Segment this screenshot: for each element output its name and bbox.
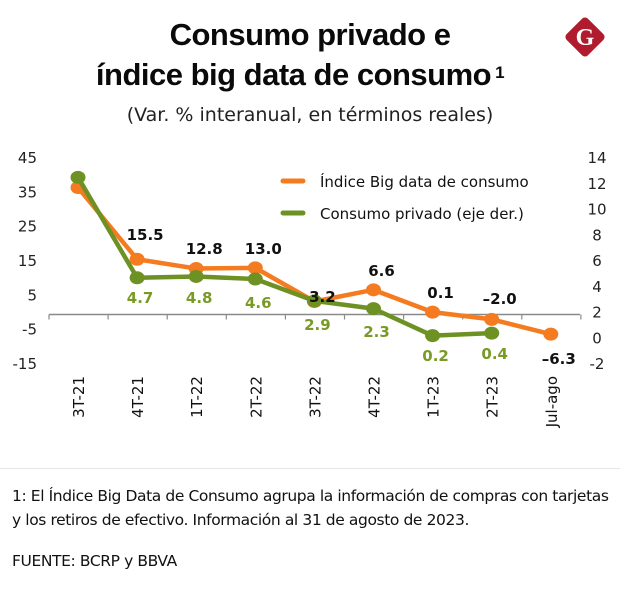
data-point-big-data-index — [247, 261, 263, 275]
line-chart: 45 35 25 15 5 -5 -15 14 12 10 8 6 4 2 0 -2 3T-21 4T-21 1… — [13, 149, 607, 428]
right-axis-tick-label: 10 — [587, 201, 606, 219]
logo-letter: G — [576, 25, 595, 51]
x-axis-category-label: 3T-21 — [70, 376, 88, 418]
series-line-private-consumption — [76, 176, 492, 338]
chart-title-line-1: Consumo privado e — [169, 17, 451, 52]
data-point-private-consumption — [247, 272, 263, 286]
data-label-private-consumption: 2.3 — [363, 323, 390, 341]
data-label-private-consumption: 0.4 — [481, 345, 508, 363]
left-axis-tick-label: 25 — [18, 218, 37, 236]
right-axis-tick-label: 6 — [592, 252, 602, 270]
data-label-big-data-index: –2.0 — [483, 290, 517, 308]
chart-subtitle: (Var. % interanual, en términos reales) — [126, 104, 494, 126]
series-group — [70, 170, 559, 343]
data-label-big-data-index: 13.0 — [245, 240, 282, 258]
data-point-big-data-index — [543, 327, 559, 341]
chart-title-text: índice big data de consumo — [95, 57, 492, 92]
left-axis-tick-label: -5 — [22, 321, 37, 339]
right-axis-tick-label: 8 — [592, 226, 602, 244]
x-axis-category-label: 1T-22 — [188, 376, 206, 418]
data-point-big-data-index — [366, 283, 381, 297]
data-label-big-data-index: 3.2 — [309, 288, 336, 306]
data-label-big-data-index: –6.3 — [542, 350, 576, 368]
data-label-private-consumption: 4.8 — [186, 289, 213, 307]
right-axis-tick-label: 0 — [592, 329, 602, 347]
x-axis-category-label: 2T-22 — [247, 376, 265, 418]
x-axis-category-label: 2T-23 — [484, 376, 502, 418]
data-label-private-consumption: 4.7 — [127, 289, 154, 307]
footer-divider — [0, 468, 620, 469]
x-axis-category-label: 3T-22 — [306, 376, 324, 418]
data-point-private-consumption — [129, 271, 145, 285]
g-diamond-logo-icon: G — [565, 17, 605, 57]
data-point-private-consumption — [188, 269, 204, 283]
x-axis-category-label: 1T-23 — [425, 376, 443, 418]
left-axis-tick-label: 35 — [18, 183, 37, 201]
data-label-private-consumption: 2.9 — [304, 316, 331, 334]
data-point-big-data-index — [425, 305, 441, 319]
data-label-big-data-index: 15.5 — [127, 226, 164, 244]
x-axis: 3T-21 4T-21 1T-22 2T-22 3T-22 4T-22 1T-23 2T-23… — [48, 313, 582, 428]
right-axis-tick-label: -2 — [590, 355, 605, 373]
left-y-axis: 45 35 25 15 5 -5 -15 — [13, 149, 38, 373]
data-point-big-data-index — [129, 252, 145, 266]
legend-label: Consumo privado (eje der.) — [320, 205, 524, 223]
x-axis-category-label: Jul-ago — [543, 376, 561, 428]
left-axis-tick-label: 5 — [27, 286, 37, 304]
footnote: 1: El Índice Big Data de Consumo agrupa … — [12, 487, 609, 529]
right-axis-tick-label: 2 — [592, 304, 602, 322]
source-note: FUENTE: BCRP y BBVA — [12, 552, 177, 570]
left-axis-tick-label: 45 — [18, 149, 37, 167]
data-labels: 15.5 12.8 13.0 3.2 6.6 0.1 –2.0 –6.3 4.7 4.8 4.6 2.… — [127, 226, 576, 368]
title-footnote-mark: 1 — [495, 63, 505, 82]
data-point-private-consumption — [425, 329, 441, 343]
legend-label: Índice Big data de consumo — [320, 172, 529, 191]
data-point-private-consumption — [366, 302, 381, 316]
legend: Índice Big data de consumo Consumo privad… — [280, 172, 529, 223]
right-y-axis: 14 12 10 8 6 4 2 0 -2 — [587, 149, 606, 373]
data-label-private-consumption: 4.6 — [245, 294, 272, 312]
data-point-private-consumption — [70, 170, 86, 184]
left-axis-tick-label: -15 — [13, 355, 38, 373]
data-point-private-consumption — [484, 326, 500, 340]
right-axis-tick-label: 12 — [587, 175, 606, 193]
x-axis-category-label: 4T-21 — [129, 376, 147, 418]
data-point-private-consumption — [306, 294, 322, 308]
data-label-big-data-index: 0.1 — [427, 284, 454, 302]
data-point-big-data-index — [484, 312, 500, 326]
data-label-big-data-index: 12.8 — [186, 240, 223, 258]
right-axis-tick-label: 14 — [587, 149, 606, 167]
x-axis-category-label: 4T-22 — [366, 376, 384, 418]
chart-title-line-2: índice big data de consumo 1 — [0, 57, 610, 93]
data-label-big-data-index: 6.6 — [368, 262, 395, 280]
left-axis-tick-label: 15 — [18, 252, 37, 270]
right-axis-tick-label: 4 — [592, 278, 602, 296]
data-label-private-consumption: 0.2 — [422, 347, 449, 365]
